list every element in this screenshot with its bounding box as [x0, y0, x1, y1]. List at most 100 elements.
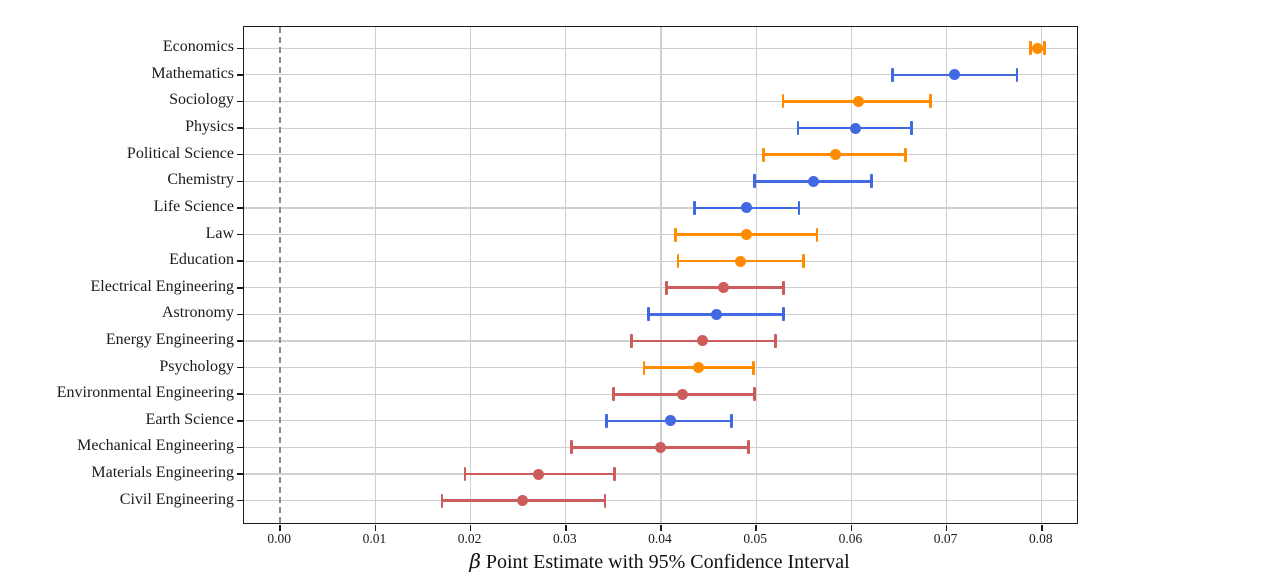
category-label: Law [205, 224, 234, 242]
x-axis-tick [279, 524, 281, 531]
ci-cap-left [605, 413, 608, 428]
x-axis-tick [660, 524, 662, 531]
y-axis-tick [236, 233, 243, 236]
point-estimate-marker [677, 388, 689, 400]
v-gridline [755, 27, 757, 523]
v-gridline [945, 27, 948, 523]
point-estimate-marker [664, 415, 676, 427]
point-estimate-marker [710, 308, 722, 320]
point-estimate-marker [697, 335, 709, 347]
y-axis-tick [236, 127, 243, 129]
ci-cap-left [676, 254, 680, 269]
x-tick-label: 0.04 [648, 531, 672, 546]
category-label: Economics [162, 38, 234, 56]
point-estimate-marker [829, 149, 841, 161]
ci-cap-right [730, 413, 733, 428]
ci-cap-right [613, 467, 616, 482]
x-axis-title-text: Point Estimate with 95% Confidence Inter… [480, 551, 850, 573]
x-axis-tick [945, 524, 948, 531]
y-axis-tick [236, 287, 243, 289]
category-label: Materials Engineering [91, 464, 234, 482]
category-label: Mathematics [151, 64, 234, 82]
ci-cap-left [762, 147, 766, 162]
y-axis-tick [236, 499, 243, 502]
y-axis-tick [236, 74, 243, 76]
y-axis-tick [236, 260, 243, 262]
beta-symbol: β [469, 549, 481, 573]
y-axis-tick [236, 47, 243, 50]
ci-cap-right [782, 307, 786, 322]
x-axis-title: β Point Estimate with 95% Confidence Int… [243, 549, 1076, 574]
x-axis-tick [565, 524, 567, 531]
x-tick-label: 0.00 [267, 531, 291, 546]
ci-cap-left [752, 174, 756, 189]
point-estimate-marker [849, 122, 861, 134]
category-label: Astronomy [162, 304, 234, 322]
category-label: Mechanical Engineering [77, 437, 234, 455]
y-axis-tick [236, 180, 243, 183]
ci-cap-right [870, 174, 873, 189]
x-tick-label: 0.01 [362, 531, 387, 546]
ci-cap-left [642, 360, 646, 375]
x-axis-tick [1041, 524, 1043, 531]
point-estimate-marker [517, 495, 529, 507]
ci-cap-left [570, 440, 573, 455]
v-gridline [1041, 27, 1043, 523]
point-estimate-marker [532, 468, 544, 480]
category-label: Earth Science [145, 410, 234, 428]
point-estimate-marker [741, 202, 753, 214]
category-label: Sociology [169, 91, 234, 109]
x-axis-tick [374, 524, 377, 531]
v-gridline [469, 27, 472, 523]
y-axis-tick [236, 366, 243, 369]
point-estimate-marker [692, 362, 704, 374]
x-tick-label: 0.02 [457, 531, 482, 546]
category-label: Education [169, 251, 234, 269]
ci-cap-right [1015, 67, 1019, 82]
ci-cap-right [904, 147, 907, 162]
ci-cap-left [665, 280, 668, 295]
ci-cap-left [781, 94, 785, 109]
plot-area [236, 26, 1078, 531]
y-axis-tick [236, 340, 243, 342]
point-estimate-marker [654, 441, 666, 453]
v-gridline [374, 27, 376, 523]
zero-reference-line [279, 27, 282, 523]
point-estimate-marker [1031, 42, 1043, 54]
ci-cap-right [752, 360, 755, 375]
y-axis-tick [236, 313, 243, 316]
x-tick-label: 0.03 [552, 531, 577, 546]
y-axis-tick [236, 446, 243, 449]
category-label: Chemistry [167, 171, 234, 189]
category-label: Life Science [153, 197, 234, 215]
ci-cap-left [463, 467, 467, 482]
category-label: Physics [185, 118, 234, 136]
category-label: Political Science [126, 144, 234, 162]
y-axis-tick [236, 207, 243, 209]
ci-cap-right [797, 200, 801, 215]
ci-cap-right [802, 254, 806, 269]
point-estimate-marker [807, 175, 819, 187]
ci-cap-left [630, 333, 633, 348]
ci-cap-right [929, 94, 932, 109]
ci-cap-left [796, 121, 800, 136]
point-estimate-marker [741, 229, 753, 241]
x-tick-label: 0.08 [1028, 531, 1053, 546]
point-estimate-marker [948, 69, 960, 81]
ci-cap-right [752, 387, 756, 402]
x-axis-tick [755, 524, 757, 531]
point-estimate-marker [718, 282, 730, 294]
ci-cap-right [1043, 41, 1046, 56]
y-axis-tick [236, 393, 243, 395]
ci-cap-left [612, 387, 615, 402]
x-tick-label: 0.05 [743, 531, 767, 546]
ci-cap-right [747, 440, 750, 455]
ci-cap-right [815, 227, 819, 242]
category-label: Environmental Engineering [56, 384, 234, 402]
category-label: Civil Engineering [119, 490, 234, 508]
ci-cap-right [603, 493, 607, 508]
category-label: Psychology [159, 357, 234, 375]
x-axis-tick [850, 524, 853, 531]
v-gridline [565, 27, 567, 523]
